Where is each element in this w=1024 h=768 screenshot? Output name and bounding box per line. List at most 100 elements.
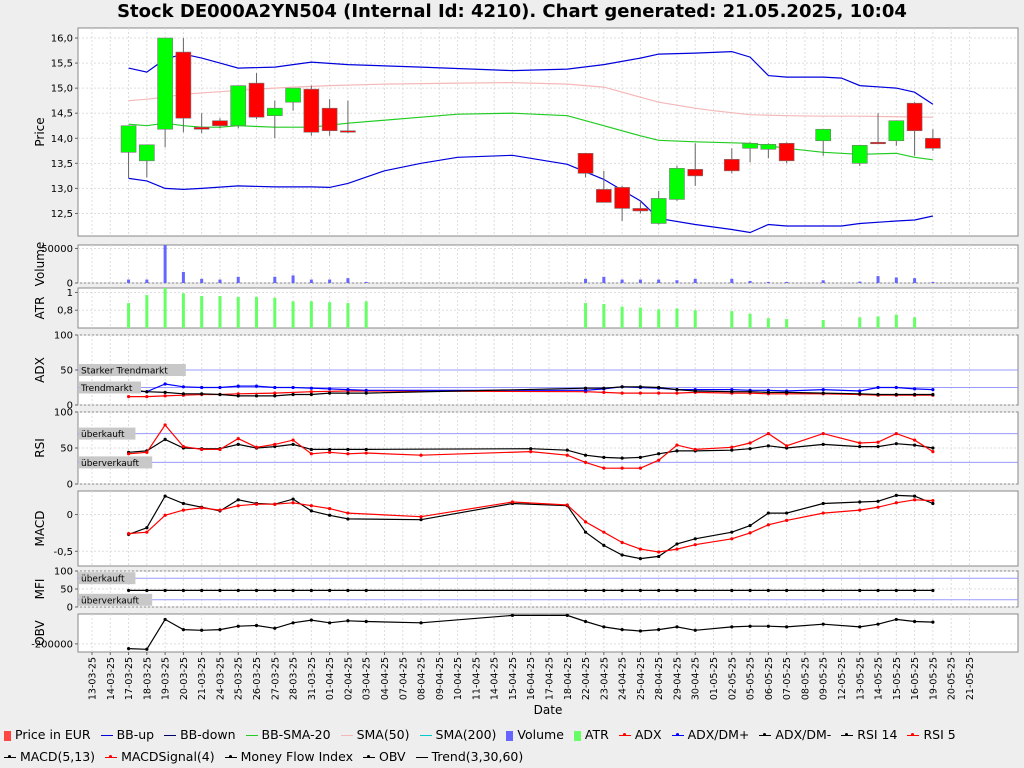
- y-tick-label: 100: [54, 331, 73, 342]
- legend-label: ATR: [584, 727, 609, 742]
- candle: [614, 187, 630, 209]
- volume-bar: [200, 278, 204, 283]
- adx-dm--line-point: [913, 392, 917, 397]
- macdsignal-4--line-point: [126, 532, 131, 536]
- y-tick-label: 12,5: [51, 209, 73, 220]
- rsi-5-line-point: [126, 452, 131, 456]
- macdsignal-4--line-point: [254, 502, 259, 506]
- legend-swatch: [245, 735, 258, 736]
- legend-label: MACDSignal(4): [121, 749, 215, 764]
- volume-bar: [675, 280, 679, 283]
- mfi-oversold-label: überverkauft: [81, 596, 140, 606]
- rsi-5-line-point: [657, 458, 661, 462]
- atr-bar: [657, 309, 661, 328]
- macd-5-13--line-point: [785, 511, 789, 515]
- candle: [303, 88, 320, 133]
- legend-item: ADX/DM+: [671, 724, 749, 746]
- rsi-14-line-point: [620, 456, 624, 460]
- x-tick-label: 24-04-25: [618, 657, 629, 700]
- legend-label: OBV: [378, 749, 406, 764]
- legend-item: Trend(3,30,60): [415, 746, 523, 768]
- x-tick-label: 16-05-25: [910, 657, 921, 700]
- money-flow-index-line-point: [309, 588, 313, 593]
- adx-line-point: [675, 391, 679, 395]
- volume-bar: [236, 276, 240, 283]
- adx-line-point: [163, 394, 167, 398]
- rsi-14-line-point: [675, 449, 679, 453]
- obv-line-point: [126, 647, 131, 651]
- y-axis-label-5: MACD: [33, 511, 47, 547]
- legend-label: Price in EUR: [15, 727, 91, 742]
- y-tick-label: 50: [60, 585, 73, 596]
- x-tick-label: 17-03-25: [124, 657, 135, 700]
- legend-item: RSI 5: [907, 724, 956, 746]
- legend-label: Money Flow Index: [240, 749, 353, 764]
- candle: [340, 130, 356, 133]
- rsi-14-line-point: [876, 444, 880, 449]
- adx-dm--line-point: [931, 392, 935, 397]
- macd-5-13--line-point: [620, 553, 624, 557]
- legend-swatch: [415, 757, 428, 758]
- obv-line-point: [218, 628, 222, 632]
- volume-bar: [913, 278, 917, 283]
- rsi-5-line-point: [200, 447, 204, 452]
- money-flow-index-line-point: [200, 588, 204, 593]
- money-flow-index-line-point: [748, 588, 752, 593]
- obv-line-point: [163, 617, 167, 622]
- y-axis-label-2: ATR: [33, 297, 47, 320]
- macdsignal-4--line-point: [346, 511, 350, 515]
- rsi-5-line-point: [730, 445, 734, 449]
- money-flow-index-line-point: [876, 588, 880, 593]
- rsi-14-line-point: [931, 446, 935, 450]
- macd-5-13--line-point: [748, 523, 752, 528]
- panel-frame-1: [77, 244, 1019, 284]
- atr-bar: [328, 302, 332, 328]
- atr-bar: [309, 301, 313, 328]
- candle: [925, 137, 941, 149]
- bb-up-line: [128, 50, 934, 105]
- volume-bar: [328, 279, 332, 283]
- money-flow-index-line-point: [145, 588, 149, 593]
- adx-dm--line-point: [876, 385, 880, 390]
- rsi-14-line-point: [328, 447, 332, 452]
- volume-bar: [821, 280, 825, 283]
- macdsignal-4--line-point: [200, 506, 204, 510]
- x-tick-label: 20-03-25: [179, 657, 190, 700]
- adx-dm--line-point: [657, 385, 661, 390]
- adx-dm--line-point: [346, 388, 350, 392]
- money-flow-index-line-point: [913, 588, 917, 593]
- rsi-5-line-point: [328, 450, 332, 454]
- candle: [669, 168, 685, 200]
- legend-label: BB-down: [180, 727, 236, 742]
- money-flow-index-line-point: [858, 588, 862, 593]
- money-flow-index-line-point: [675, 588, 679, 593]
- adx-line-point: [273, 391, 277, 395]
- x-axis-label: Date: [534, 703, 563, 717]
- legend-swatch: [907, 733, 920, 736]
- legend-label: BB-up: [116, 727, 155, 742]
- rsi-14-line-point: [291, 442, 295, 446]
- money-flow-index-line-point: [693, 588, 697, 593]
- money-flow-index-line-point: [328, 588, 332, 593]
- rsi-5-line-point: [858, 441, 862, 445]
- rsi-14-line-point: [894, 442, 898, 446]
- legend-label: SMA(200): [435, 727, 497, 742]
- legend-item: ADX/DM-: [759, 724, 831, 746]
- legend-swatch: [671, 733, 684, 736]
- x-tick-label: 03-04-25: [362, 657, 373, 700]
- x-tick-label: 02-04-25: [343, 657, 354, 700]
- atr-bar: [894, 314, 898, 328]
- candle: [285, 87, 301, 103]
- volume-bar: [346, 278, 350, 283]
- rsi-5-line-point: [931, 450, 935, 454]
- y-tick-label: 1: [67, 288, 73, 299]
- macd-5-13--line-point: [583, 530, 588, 534]
- x-tick-label: 13-03-25: [88, 657, 99, 700]
- rsi-overbought-label-bg: [79, 427, 136, 440]
- adx-dm--line-point: [821, 388, 825, 392]
- x-tick-label: 28-04-25: [654, 657, 665, 700]
- rsi-overbought-label: überkauft: [81, 430, 125, 440]
- money-flow-index-line-point: [254, 588, 259, 593]
- legend-label: ADX/DM-: [775, 727, 832, 742]
- rsi-5-line-point: [181, 444, 185, 449]
